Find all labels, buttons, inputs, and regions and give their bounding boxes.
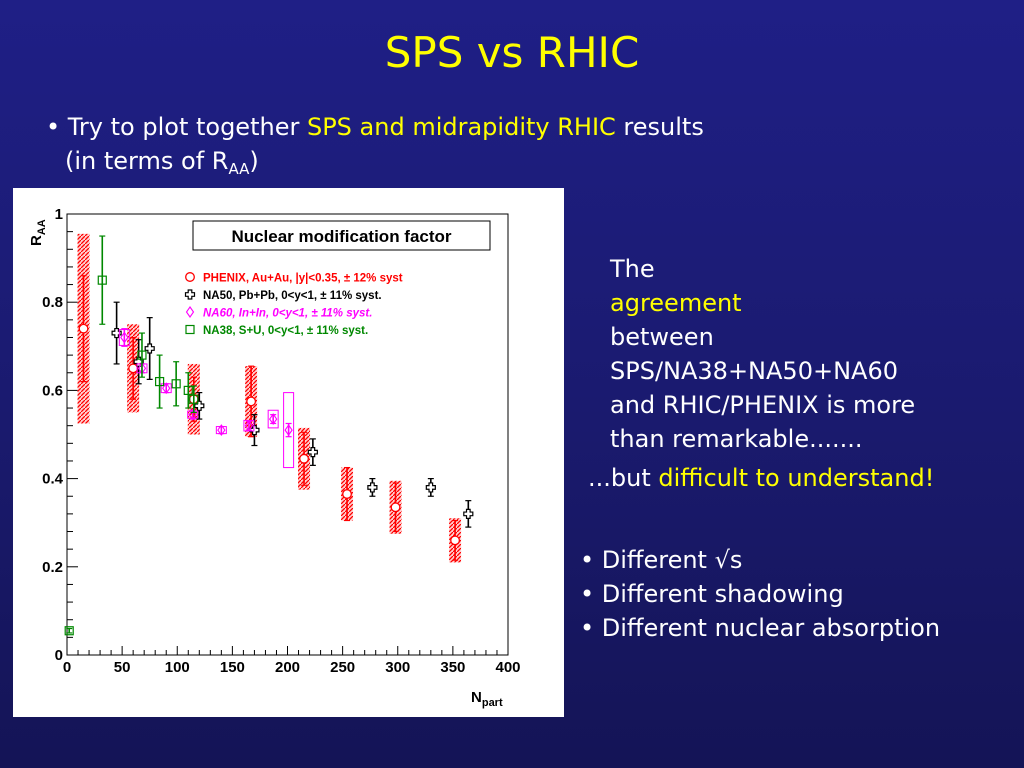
legend-marker xyxy=(185,324,195,335)
but-highlight: difficult to understand! xyxy=(658,464,935,492)
agreement-line-1: The agreement between xyxy=(610,252,1010,354)
legend-marker xyxy=(185,306,195,318)
intro-line2-post: ) xyxy=(249,147,259,175)
x-tick-label: 100 xyxy=(165,659,190,676)
difference-item: • Different shadowing xyxy=(580,580,844,608)
agreement-paragraph: The agreement between SPS/NA38+NA50+NA60… xyxy=(610,252,1010,456)
data-point xyxy=(307,447,318,458)
data-point xyxy=(155,376,165,387)
y-tick-label: 0 xyxy=(55,647,63,664)
difference-item: • Different nuclear absorption xyxy=(580,614,941,642)
x-tick-label: 350 xyxy=(440,659,465,676)
agreement-post: between xyxy=(610,323,714,351)
data-point xyxy=(299,453,309,464)
y-axis-label-main: R xyxy=(28,235,45,246)
data-point xyxy=(183,385,193,395)
intro-bullet: • Try to plot together SPS and midrapidi… xyxy=(46,110,704,186)
data-point xyxy=(144,343,155,354)
y-axis-label-sub: AA xyxy=(36,219,48,235)
x-axis-label-sub: part xyxy=(482,697,503,709)
intro-text-pre: Try to plot together xyxy=(67,113,300,141)
na60-syst-box xyxy=(267,409,279,429)
slide-title: SPS vs RHIC xyxy=(384,28,640,77)
agreement-line-4: than remarkable....... xyxy=(610,425,863,453)
data-point xyxy=(450,535,461,546)
data-point xyxy=(128,363,139,374)
data-point xyxy=(78,323,89,334)
data-point xyxy=(120,331,129,344)
agreement-line-3: and RHIC/PHENIX is more xyxy=(610,391,916,419)
x-tick-label: 200 xyxy=(275,659,300,676)
x-tick-label: 0 xyxy=(63,659,71,676)
data-point xyxy=(268,413,278,426)
bullet-glyph: • xyxy=(46,113,61,141)
intro-highlight: SPS and midrapidity RHIC xyxy=(306,113,616,141)
data-point xyxy=(425,482,436,493)
x-tick-label: 150 xyxy=(220,659,245,676)
data-point xyxy=(246,396,257,407)
data-point xyxy=(342,489,352,499)
data-point xyxy=(284,424,293,437)
agreement-line-2: SPS/NA38+NA50+NA60 xyxy=(610,357,898,385)
chart-title-box xyxy=(192,220,491,251)
na60-syst-box xyxy=(283,392,295,469)
data-point xyxy=(137,350,147,360)
raa-chart: 0 50 100 150 200 250 300 350 400 0 0.2 0.4 0.6 0.8 1 Np… xyxy=(28,206,521,709)
data-point xyxy=(64,626,74,636)
data-point xyxy=(463,508,474,519)
legend-entry: NA60, In+In, 0<y<1, ± 11% syst. xyxy=(203,308,372,320)
intro-line2: (in terms of RAA) xyxy=(46,144,704,186)
but-difficult: ...but difficult to understand! xyxy=(588,461,934,495)
data-point xyxy=(111,327,122,339)
intro-line2-pre: (in terms of R xyxy=(65,147,229,175)
intro-line2-sub: AA xyxy=(228,160,250,178)
legend-marker xyxy=(185,272,195,282)
x-tick-label: 50 xyxy=(114,659,131,676)
differences-list: • Different √s • Different shadowing • D… xyxy=(580,543,940,645)
legend-entry: PHENIX, Au+Au, |y|<0.35, ± 12% syst xyxy=(203,273,403,285)
legend-entry: NA50, Pb+Pb, 0<y<1, ± 11% syst. xyxy=(203,290,382,302)
but-pre: ...but xyxy=(588,464,651,492)
chart-title: Nuclear modification factor xyxy=(231,227,451,246)
x-tick-label: 400 xyxy=(495,659,520,676)
data-point xyxy=(189,394,199,404)
y-tick-label: 0.8 xyxy=(42,294,63,311)
x-axis-label-main: N xyxy=(471,689,482,706)
x-tick-label: 250 xyxy=(330,659,355,676)
y-tick-label: 0.4 xyxy=(42,471,64,488)
x-axis-label: Npart xyxy=(471,689,503,709)
data-point xyxy=(217,424,226,437)
y-tick-label: 1 xyxy=(55,206,63,223)
legend-marker xyxy=(184,289,196,300)
legend-entry: NA38, S+U, 0<y<1, ± 11% syst. xyxy=(203,325,368,337)
agreement-highlight: agreement xyxy=(610,289,742,317)
data-point xyxy=(97,275,107,285)
y-axis-label: RAA xyxy=(28,219,48,246)
data-point xyxy=(162,382,171,395)
intro-text-post: results xyxy=(623,113,704,141)
data-point xyxy=(194,400,205,411)
y-tick-label: 0.6 xyxy=(42,382,63,399)
x-tick-label: 300 xyxy=(385,659,410,676)
plot-panel: 0 50 100 150 200 250 300 350 400 0 0.2 0.4 0.6 0.8 1 Np… xyxy=(13,188,564,717)
data-point xyxy=(171,379,181,389)
agreement-pre: The xyxy=(610,255,655,283)
y-tick-label: 0.2 xyxy=(42,559,63,576)
difference-item: • Different √s xyxy=(580,546,743,574)
data-point xyxy=(244,419,254,432)
data-point xyxy=(367,482,378,493)
data-point xyxy=(390,502,401,513)
